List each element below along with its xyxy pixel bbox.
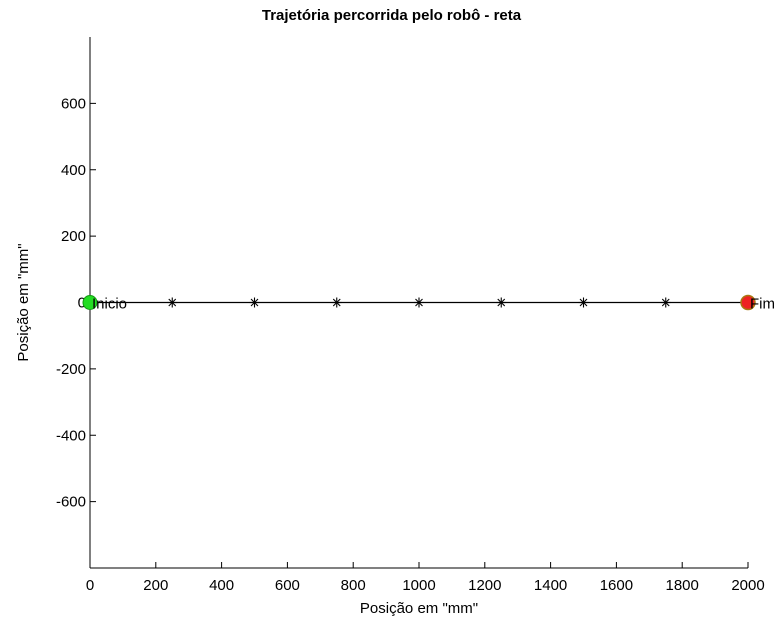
y-tick-label: 0 — [78, 295, 86, 312]
chart-title: Trajetória percorrida pelo robô - reta — [261, 7, 522, 24]
y-tick-label: 400 — [61, 162, 86, 179]
data-point — [414, 297, 424, 308]
y-tick-label: -600 — [56, 494, 86, 511]
x-tick-label: 2000 — [731, 577, 764, 594]
data-point — [578, 297, 589, 308]
data-point — [249, 297, 260, 308]
x-tick-label: 1800 — [666, 577, 699, 594]
x-axis-label: Posição em "mm" — [360, 600, 478, 617]
x-tick-label: 1000 — [402, 577, 435, 594]
y-tick-label: 600 — [61, 95, 86, 112]
data-point — [331, 297, 342, 308]
data-point — [167, 297, 178, 308]
data-point — [660, 297, 671, 308]
end-marker — [740, 294, 756, 311]
x-tick-label: 1200 — [468, 577, 501, 594]
x-tick-label: 200 — [143, 577, 168, 594]
x-tick-label: 1600 — [600, 577, 633, 594]
start-label: Inicio — [92, 296, 127, 313]
start-marker — [82, 295, 98, 310]
data-point — [496, 297, 507, 308]
y-axis-label: Posição em "mm" — [15, 243, 32, 361]
x-tick-label: 800 — [341, 577, 366, 594]
end-label: Fim — [750, 296, 775, 313]
y-tick-label: 200 — [61, 228, 86, 245]
y-tick-label: -400 — [56, 427, 86, 444]
x-tick-label: 1400 — [534, 577, 567, 594]
x-tick-label: 400 — [209, 577, 234, 594]
x-tick-label: 0 — [86, 577, 94, 594]
y-tick-label: -200 — [56, 361, 86, 378]
x-tick-label: 600 — [275, 577, 300, 594]
